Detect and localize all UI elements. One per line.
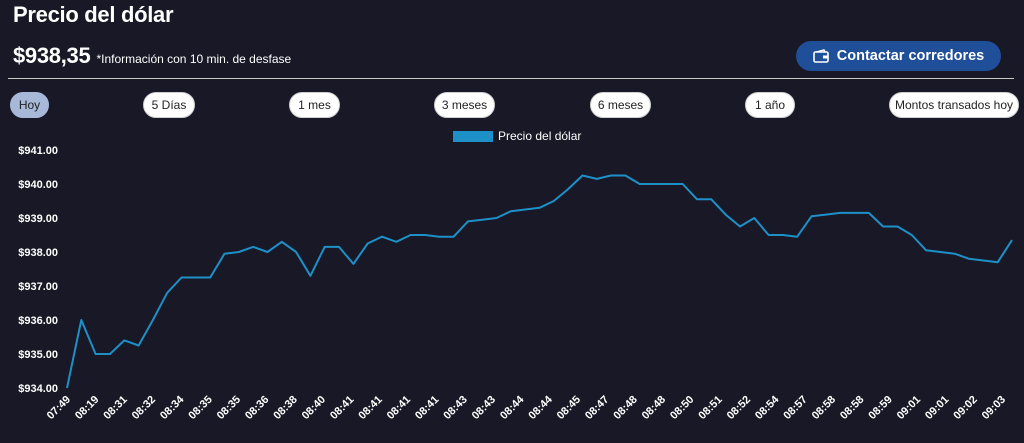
x-tick-label: 07:49 [45, 394, 73, 422]
legend-swatch [453, 131, 493, 142]
x-tick-label: 08:38 [271, 394, 299, 422]
x-tick-label: 08:36 [243, 394, 271, 422]
x-tick-label: 08:41 [356, 394, 384, 422]
price-row: $938,35 *Información con 10 min. de desf… [13, 43, 291, 69]
x-tick-label: 08:35 [215, 394, 243, 422]
x-tick-label: 08:44 [526, 393, 555, 422]
range-tab-5-dias[interactable]: 5 Días [143, 92, 195, 118]
y-tick-label: $941.00 [18, 145, 58, 157]
x-tick-label: 08:48 [640, 394, 668, 422]
x-tick-label: 08:44 [498, 393, 527, 422]
y-tick-label: $936.00 [18, 315, 58, 327]
x-tick-label: 08:32 [130, 394, 158, 422]
x-tick-label: 09:03 [980, 394, 1008, 422]
x-tick-label: 09:01 [923, 394, 951, 422]
chart-legend: Precio del dólar [453, 129, 581, 143]
x-tick-label: 08:19 [73, 394, 101, 422]
x-tick-label: 08:52 [725, 394, 753, 422]
x-tick-label: 08:43 [441, 394, 469, 422]
y-tick-label: $937.00 [18, 281, 58, 293]
range-tab-montos-transados[interactable]: Montos transados hoy [889, 92, 1019, 118]
x-tick-label: 08:47 [583, 394, 611, 422]
y-tick-label: $934.00 [18, 383, 58, 395]
y-tick-label: $938.00 [18, 247, 58, 259]
price-chart: Precio del dólar $941.00$940.00$939.00$9… [18, 129, 1013, 422]
x-tick-label: 09:02 [951, 394, 979, 422]
range-tab-hoy[interactable]: Hoy [10, 92, 49, 118]
range-tab-1-mes[interactable]: 1 mes [289, 92, 340, 118]
x-tick-label: 08:43 [470, 394, 498, 422]
y-tick-label: $939.00 [18, 213, 58, 225]
x-tick-label: 08:48 [611, 394, 639, 422]
x-tick-label: 09:01 [895, 394, 923, 422]
contact-brokers-button[interactable]: Contactar corredores [796, 41, 1001, 71]
y-axis: $941.00 $940.00 $939.00 $938.00 $937.00 $936.… [18, 145, 58, 395]
page-title: Precio del dólar [13, 2, 174, 27]
x-tick-label: 08:41 [385, 394, 413, 422]
x-tick-label: 08:50 [668, 394, 696, 422]
x-tick-label: 08:59 [866, 394, 894, 422]
x-tick-label: 08:51 [696, 394, 724, 422]
y-tick-label: $935.00 [18, 349, 58, 361]
current-price: $938,35 [13, 43, 91, 68]
x-tick-label: 08:31 [101, 394, 129, 422]
range-tab-3-meses[interactable]: 3 meses [434, 92, 495, 118]
delay-note: *Información con 10 min. de desfase [96, 52, 292, 66]
x-tick-label: 08:41 [328, 394, 356, 422]
x-tick-label: 08:58 [838, 394, 866, 422]
wallet-icon [812, 49, 829, 63]
plot-area [66, 174, 1013, 389]
header-divider [8, 78, 1014, 79]
y-tick-label: $940.00 [18, 179, 58, 191]
x-tick-label: 08:45 [555, 394, 583, 422]
range-tab-1-ano[interactable]: 1 año [745, 92, 795, 118]
series-line-0 [66, 174, 1013, 389]
x-tick-label: 08:57 [781, 394, 809, 422]
x-tick-label: 08:58 [810, 394, 838, 422]
x-tick-label: 08:40 [300, 394, 328, 422]
legend-label: Precio del dólar [498, 129, 581, 143]
x-tick-label: 08:54 [753, 393, 782, 422]
contact-brokers-label: Contactar corredores [836, 48, 985, 64]
range-tab-6-meses[interactable]: 6 meses [590, 92, 651, 118]
x-tick-label: 08:41 [413, 394, 441, 422]
x-axis: 07:49 08:19 08:31 08:32 08:34 08:35 08:35 08:36… [45, 393, 1008, 422]
x-tick-label: 08:35 [186, 394, 214, 422]
x-tick-label: 08:34 [158, 393, 187, 422]
